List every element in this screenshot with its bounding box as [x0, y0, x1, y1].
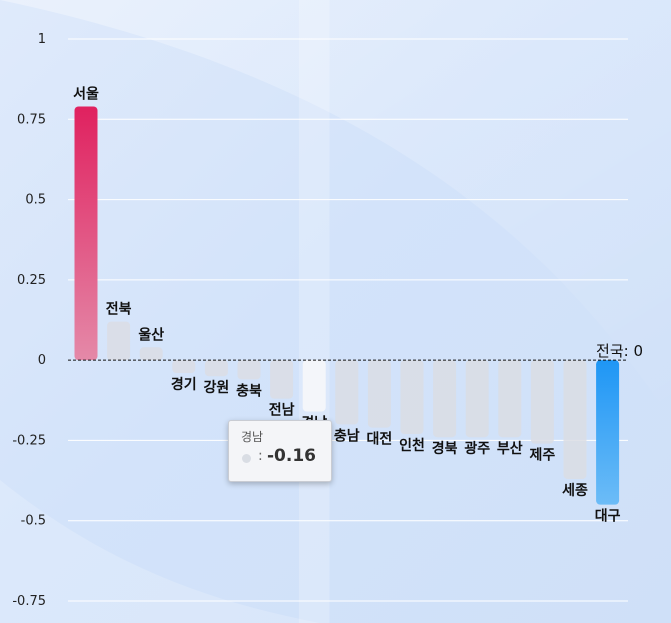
category-label: 제주 [530, 448, 556, 464]
category-label: 인천 [399, 437, 425, 454]
bar[interactable] [74, 106, 98, 361]
bar[interactable] [530, 360, 554, 444]
tooltip-category: 경남 [241, 430, 264, 444]
tooltip-marker-icon [242, 454, 251, 463]
category-label: 대구 [595, 509, 621, 525]
category-label: 대전 [367, 431, 393, 448]
category-label: 광주 [464, 440, 490, 457]
category-label: 서울 [73, 85, 99, 102]
y-tick-label: 0.5 [25, 193, 46, 208]
bar[interactable] [107, 321, 131, 361]
y-tick-label: 0.25 [17, 273, 46, 288]
bar[interactable] [204, 360, 228, 377]
bar[interactable] [335, 360, 359, 425]
category-label: 전남 [269, 402, 295, 419]
bar[interactable] [270, 360, 294, 399]
y-tick-label: 0 [38, 353, 46, 368]
category-label: 세종 [562, 483, 588, 499]
category-label: 강원 [204, 379, 230, 396]
category-label: 울산 [138, 326, 164, 343]
y-tick-label: -0.75 [12, 594, 46, 609]
y-tick-label: 1 [38, 32, 46, 47]
category-label: 부산 [497, 440, 523, 457]
bar[interactable] [367, 360, 391, 428]
bar[interactable] [302, 360, 326, 412]
bar[interactable] [563, 360, 587, 479]
tooltip: 경남 : -0.16 [228, 420, 332, 482]
bar[interactable] [465, 360, 489, 438]
tooltip-value: -0.16 [267, 446, 316, 466]
bar[interactable] [498, 360, 522, 438]
bar[interactable] [139, 347, 163, 361]
background-sweep-lower [0, 480, 320, 623]
y-tick-label: -0.25 [12, 433, 46, 448]
tooltip-colon: : [258, 448, 263, 464]
category-label: 충북 [236, 383, 262, 399]
category-label: 경기 [171, 376, 197, 393]
background-sweep [0, 0, 671, 420]
category-label: 전북 [106, 301, 132, 318]
category-label: 충남 [334, 427, 360, 444]
bar[interactable] [433, 360, 457, 438]
bar[interactable] [400, 360, 424, 435]
y-tick-label: -0.5 [21, 514, 46, 529]
bar[interactable] [237, 360, 261, 380]
y-tick-label: 0.75 [17, 112, 46, 127]
bar[interactable] [172, 360, 196, 373]
bar[interactable] [596, 360, 620, 505]
category-label: 경북 [432, 440, 458, 457]
reference-line-label: 전국: 0 [596, 342, 643, 360]
hover-column-highlight [298, 0, 330, 623]
